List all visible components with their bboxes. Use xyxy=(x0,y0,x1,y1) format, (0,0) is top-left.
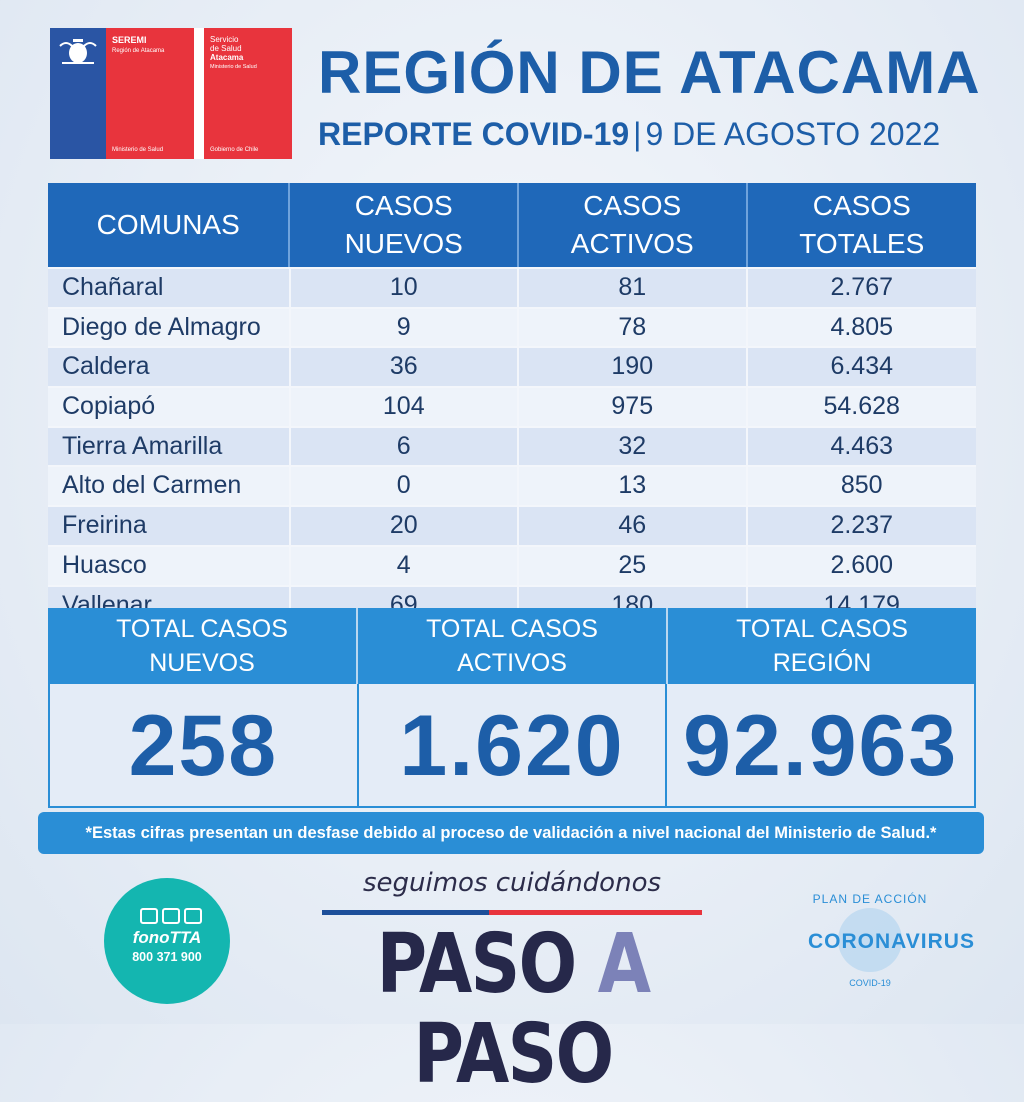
cell-nuevos: 6 xyxy=(288,427,518,466)
seremi-label: SEREMI xyxy=(112,35,147,45)
totals-values: 258 1.620 92.963 xyxy=(48,684,976,808)
totals-panel: TOTAL CASOS NUEVOS TOTAL CASOS ACTIVOS TOT… xyxy=(48,608,976,808)
col-header-activos: CASOS ACTIVOS xyxy=(516,183,746,267)
col-header-totales: CASOS TOTALES xyxy=(745,183,977,267)
servicio-label: Servicio de Salud Atacama xyxy=(210,35,244,62)
cell-comuna: Copiapó xyxy=(62,392,156,421)
disclaimer-note: *Estas cifras presentan un desfase debid… xyxy=(38,812,984,854)
table-row: Diego de Almagro 9 78 4.805 xyxy=(48,306,976,347)
cell-totales: 54.628 xyxy=(745,388,976,426)
cell-activos: 81 xyxy=(517,269,746,307)
total-region-label: TOTAL CASOS REGIÓN xyxy=(666,608,976,684)
virus-icon xyxy=(838,908,902,972)
cell-nuevos: 9 xyxy=(288,308,518,347)
phone-icon xyxy=(140,908,158,924)
cell-comuna: Chañaral xyxy=(62,273,164,301)
cell-nuevos: 4 xyxy=(288,546,518,585)
table-row: Copiapó 104 975 54.628 xyxy=(48,386,976,426)
total-activos-value: 1.620 xyxy=(356,684,666,806)
total-nuevos-label: TOTAL CASOS NUEVOS xyxy=(116,615,288,677)
cell-activos: 32 xyxy=(517,427,746,466)
servicio-footer: Gobierno de Chile xyxy=(210,147,259,153)
cell-totales: 6.434 xyxy=(745,348,976,387)
cell-totales: 850 xyxy=(745,467,976,506)
plan-coronavirus-logo: PLAN DE ACCIÓN CORONAVIRUS COVID-19 xyxy=(808,878,975,1002)
servicio-ministry: Ministerio de Salud xyxy=(210,64,257,70)
cell-comuna: Tierra Amarilla xyxy=(62,431,223,460)
table-row: Freirina 20 46 2.237 xyxy=(48,505,976,545)
flag-stripe xyxy=(322,910,702,915)
home-icon xyxy=(162,908,180,924)
seremi-ministry: Ministerio de Salud xyxy=(112,147,164,153)
cell-nuevos: 36 xyxy=(288,348,518,387)
cell-comuna: Huasco xyxy=(62,550,147,579)
cases-table: COMUNAS CASOS NUEVOS CASOS ACTIVOS CASOS TO… xyxy=(48,183,976,625)
slogan: seguimos cuidándonos xyxy=(362,868,662,898)
cell-activos: 13 xyxy=(517,467,746,506)
cell-totales: 4.463 xyxy=(745,427,976,466)
total-nuevos-value: 258 xyxy=(128,698,279,794)
totals-header: TOTAL CASOS NUEVOS TOTAL CASOS ACTIVOS TOT… xyxy=(48,608,976,684)
cell-activos: 46 xyxy=(517,507,746,545)
report-label: REPORTE COVID-19 xyxy=(318,116,630,152)
fonotta-name: fonoTTA xyxy=(132,928,202,947)
cell-comuna: Caldera xyxy=(62,352,150,381)
col-header-nuevos: CASOS NUEVOS xyxy=(288,183,517,267)
cell-comuna: Freirina xyxy=(62,511,147,540)
table-body: Chañaral 10 81 2.767 Diego de Almagro 9 78 4.80… xyxy=(48,267,976,625)
plan-label: PLAN DE ACCIÓN xyxy=(812,892,928,906)
table-row: Tierra Amarilla 6 32 4.463 xyxy=(48,425,976,466)
paso-a-paso-logo: PASO A PASO xyxy=(376,917,652,1102)
cell-totales: 2.237 xyxy=(745,507,976,545)
page-subtitle: REPORTE COVID-19 | 9 DE AGOSTO 2022 xyxy=(318,116,941,152)
table-header: COMUNAS CASOS NUEVOS CASOS ACTIVOS CASOS TO… xyxy=(48,183,976,267)
seremi-block: SEREMI Región de Atacama Ministerio de S… xyxy=(106,28,194,159)
servicio-block: Servicio de Salud Atacama Ministerio de … xyxy=(204,28,292,159)
report-date: 9 DE AGOSTO 2022 xyxy=(645,116,941,152)
table-row: Caldera 36 190 6.434 xyxy=(48,346,976,387)
fonotta-number: 800 371 900 xyxy=(132,950,202,964)
cell-totales: 2.600 xyxy=(745,546,976,585)
cell-activos: 975 xyxy=(517,388,746,426)
table-row: Huasco 4 25 2.600 xyxy=(48,544,976,585)
gov-logo: SEREMI Región de Atacama Ministerio de S… xyxy=(50,28,292,159)
cell-activos: 78 xyxy=(517,308,746,347)
table-row: Chañaral 10 81 2.767 xyxy=(48,267,976,307)
cell-activos: 25 xyxy=(517,546,746,585)
total-activos-label: TOTAL CASOS ACTIVOS xyxy=(356,608,666,684)
cell-comuna: Diego de Almagro xyxy=(62,312,261,341)
fonotta-badge: fonoTTA 800 371 900 xyxy=(104,878,230,1004)
seremi-region: Región de Atacama xyxy=(112,48,165,54)
covid-label: COVID-19 xyxy=(849,978,891,988)
col-header-comunas: COMUNAS xyxy=(96,209,240,240)
table-row: Alto del Carmen 0 13 850 xyxy=(48,465,976,506)
chile-flag-block xyxy=(50,28,106,159)
cell-nuevos: 0 xyxy=(288,467,518,506)
cell-nuevos: 20 xyxy=(288,507,518,545)
cell-comuna: Alto del Carmen xyxy=(62,471,242,500)
cell-nuevos: 10 xyxy=(288,269,518,307)
cell-activos: 190 xyxy=(517,348,746,387)
cell-totales: 4.805 xyxy=(745,308,976,347)
hospital-icon xyxy=(184,908,202,924)
coronavirus-label: CORONAVIRUS xyxy=(808,930,975,953)
cell-nuevos: 104 xyxy=(288,388,518,426)
page-title: REGIÓN DE ATACAMA xyxy=(318,39,981,106)
coat-of-arms-icon xyxy=(59,39,97,64)
cell-totales: 2.767 xyxy=(745,269,976,307)
total-region-value: 92.963 xyxy=(665,684,974,806)
